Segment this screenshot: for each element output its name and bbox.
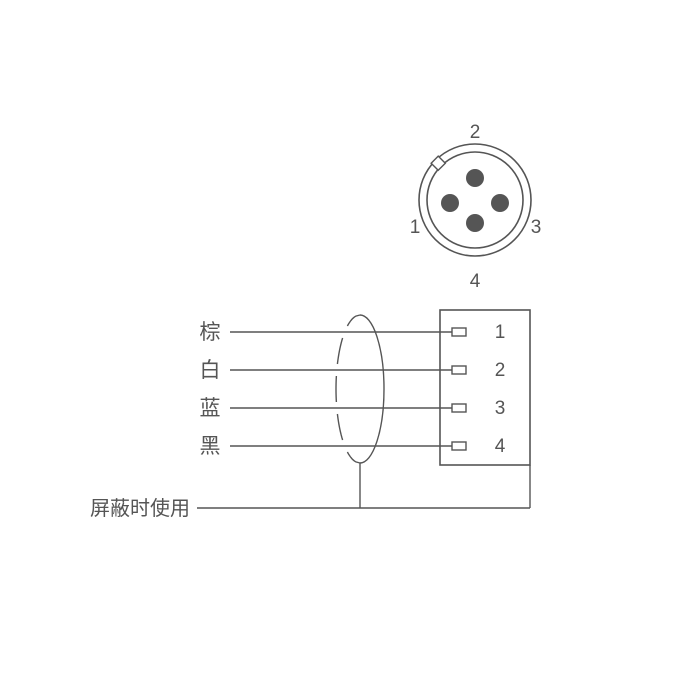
connector-face-view: 1 2 3 4 [410,122,542,292]
shield-note-label: 屏蔽时使用 [90,497,190,520]
terminal-pin-number: 3 [495,398,506,419]
connector-pin-label: 3 [531,217,542,238]
terminal-block: 1 2 3 4 [440,310,530,465]
wire-color-label: 白 [200,359,221,382]
terminal-pin-number: 1 [495,322,506,343]
terminal-pin-number: 4 [495,436,506,457]
wire-color-label: 棕 [200,321,221,344]
connector-pin-label: 1 [410,217,421,238]
wire-lines: 棕白蓝黑 [200,321,453,458]
terminal-pin-number: 2 [495,360,506,381]
wire-color-label: 黑 [200,435,221,458]
connector-pin-label: 4 [470,271,481,292]
wiring-diagram: 1 2 3 4 1 2 3 4 棕白蓝黑 屏蔽时使用 [0,0,700,700]
connector-pin-label: 2 [470,122,481,143]
wire-color-label: 蓝 [200,397,221,420]
shield-indicator: 屏蔽时使用 [90,315,530,520]
